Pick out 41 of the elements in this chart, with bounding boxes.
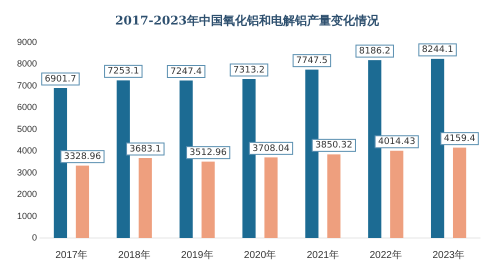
x-tick-label: 2018年 bbox=[118, 248, 150, 261]
data-label: 7253.1 bbox=[108, 66, 140, 77]
x-tick-label: 2023年 bbox=[432, 248, 465, 261]
bar bbox=[264, 157, 278, 238]
y-tick-label: 7000 bbox=[16, 80, 38, 90]
y-tick-label: 8000 bbox=[16, 58, 38, 69]
x-tick-label: 2022年 bbox=[370, 248, 402, 261]
data-label: 3328.96 bbox=[64, 152, 102, 162]
data-label: 3850.32 bbox=[315, 140, 352, 151]
y-tick-label: 2000 bbox=[16, 189, 38, 200]
y-tick-label: 5000 bbox=[16, 124, 38, 134]
y-tick-label: 4000 bbox=[16, 146, 38, 156]
x-tick-label: 2020年 bbox=[244, 248, 276, 261]
bar bbox=[138, 158, 152, 238]
data-label: 7313.2 bbox=[233, 65, 265, 76]
data-label: 3708.04 bbox=[252, 144, 290, 154]
data-label: 4159.4 bbox=[444, 134, 476, 144]
bar bbox=[452, 148, 466, 238]
data-label: 6901.7 bbox=[44, 74, 76, 84]
chart-title: 2017-2023年中国氧化铝和电解铝产量变化情况 bbox=[115, 13, 380, 28]
y-tick-label: 3000 bbox=[16, 167, 38, 178]
y-tick-label: 6000 bbox=[16, 102, 38, 112]
data-label: 8186.2 bbox=[358, 46, 390, 56]
data-label: 4014.43 bbox=[378, 137, 416, 148]
x-tick-label: 2021年 bbox=[306, 248, 339, 261]
data-label: 3683.1 bbox=[130, 144, 162, 154]
x-tick-label: 2019年 bbox=[181, 248, 214, 261]
data-label: 7747.5 bbox=[296, 56, 328, 66]
y-tick-label: 0 bbox=[32, 232, 38, 242]
data-label: 7247.4 bbox=[170, 66, 202, 77]
x-tick-label: 2017年 bbox=[55, 248, 88, 261]
data-label: 8244.1 bbox=[422, 45, 454, 56]
bar bbox=[202, 162, 215, 238]
bar bbox=[390, 150, 404, 238]
y-tick-label: 1000 bbox=[16, 210, 38, 221]
bar bbox=[327, 154, 340, 238]
data-label: 3512.96 bbox=[190, 148, 228, 158]
bar bbox=[76, 166, 90, 238]
bar bbox=[430, 58, 444, 238]
y-tick-label: 9000 bbox=[16, 36, 38, 47]
bar bbox=[116, 80, 130, 238]
